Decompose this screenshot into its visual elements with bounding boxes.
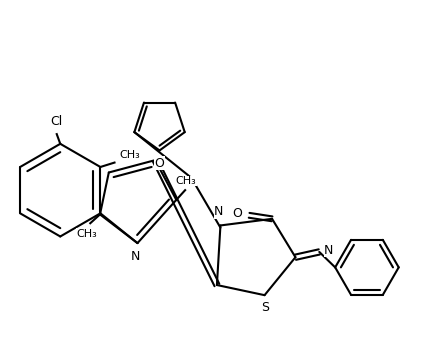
Text: N: N [130, 250, 140, 263]
Text: O: O [232, 207, 243, 220]
Text: N: N [324, 244, 333, 257]
Text: CH₃: CH₃ [119, 150, 140, 160]
Text: CH₃: CH₃ [76, 228, 97, 238]
Text: S: S [261, 301, 269, 314]
Text: Cl: Cl [51, 115, 63, 128]
Text: CH₃: CH₃ [176, 176, 196, 186]
Text: O: O [155, 157, 164, 170]
Text: N: N [214, 205, 224, 218]
